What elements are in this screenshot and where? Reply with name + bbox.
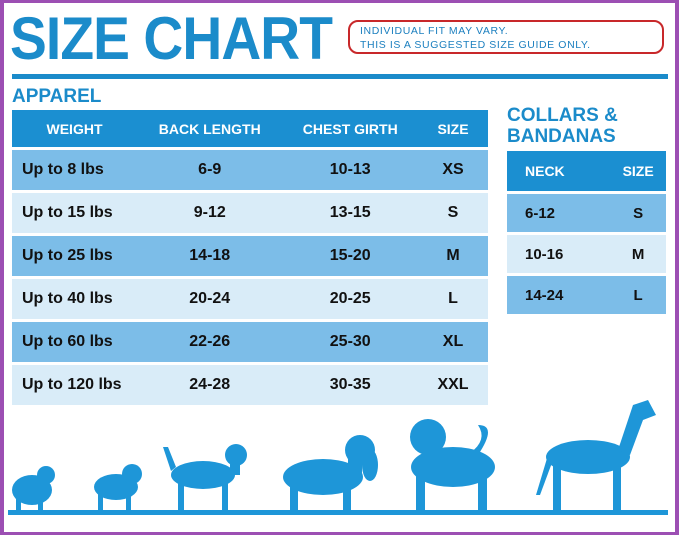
dog-silhouettes <box>8 400 668 515</box>
chest-girth-cell: 13-15 <box>282 193 418 233</box>
chest-girth-cell: 20-25 <box>282 279 418 319</box>
table-row: 6-12 S <box>507 194 666 232</box>
collars-heading: COLLARS & BANDANAS <box>507 105 618 147</box>
col-header-neck: NECK <box>507 151 611 191</box>
fit-disclaimer: INDIVIDUAL FIT MAY VARY. THIS IS A SUGGE… <box>348 20 664 54</box>
chest-girth-cell: 25-30 <box>282 322 418 362</box>
pug-icon <box>94 464 142 510</box>
ground-line <box>8 510 668 515</box>
chest-girth-cell: 30-35 <box>282 365 418 405</box>
weight-cell: Up to 40 lbs <box>12 279 137 319</box>
cocker-spaniel-icon <box>283 435 378 510</box>
back-length-cell: 9-12 <box>137 193 283 233</box>
col-header-size: SIZE <box>418 110 488 147</box>
col-header-size: SIZE <box>610 151 666 191</box>
weight-cell: Up to 120 lbs <box>12 365 137 405</box>
weight-cell: Up to 25 lbs <box>12 236 137 276</box>
table-row: Up to 120 lbs 24-28 30-35 XXL <box>12 365 488 405</box>
table-row: 14-24 L <box>507 276 666 314</box>
size-cell: XS <box>418 150 488 190</box>
chest-girth-cell: 15-20 <box>282 236 418 276</box>
chow-dog-icon <box>410 419 495 510</box>
collars-heading-line: BANDANAS <box>507 126 616 147</box>
table-row: Up to 60 lbs 22-26 25-30 XL <box>12 322 488 362</box>
table-row: Up to 15 lbs 9-12 13-15 S <box>12 193 488 233</box>
table-row: Up to 25 lbs 14-18 15-20 M <box>12 236 488 276</box>
table-row: Up to 8 lbs 6-9 10-13 XS <box>12 150 488 190</box>
size-cell: S <box>418 193 488 233</box>
weight-cell: Up to 15 lbs <box>12 193 137 233</box>
neck-cell: 6-12 <box>507 194 611 232</box>
chest-girth-cell: 10-13 <box>282 150 418 190</box>
table-row: Up to 40 lbs 20-24 20-25 L <box>12 279 488 319</box>
back-length-cell: 20-24 <box>137 279 283 319</box>
col-header-chest-girth: CHEST GIRTH <box>282 110 418 147</box>
col-header-back-length: BACK LENGTH <box>137 110 283 147</box>
pomeranian-icon <box>12 466 55 510</box>
page-title: SIZE CHART <box>10 5 333 72</box>
apparel-heading: APPAREL <box>12 86 102 107</box>
size-cell: XXL <box>418 365 488 405</box>
back-length-cell: 24-28 <box>137 365 283 405</box>
neck-cell: 14-24 <box>507 276 611 314</box>
size-cell: L <box>418 279 488 319</box>
beagle-icon <box>163 444 247 510</box>
great-dane-icon <box>536 400 656 510</box>
weight-cell: Up to 60 lbs <box>12 322 137 362</box>
collars-table: NECK SIZE 6-12 S 10-16 M 14-24 L <box>507 148 666 317</box>
weight-cell: Up to 8 lbs <box>12 150 137 190</box>
neck-cell: 10-16 <box>507 235 611 273</box>
size-cell: XL <box>418 322 488 362</box>
col-header-weight: WEIGHT <box>12 110 137 147</box>
size-cell: M <box>610 235 666 273</box>
back-length-cell: 6-9 <box>137 150 283 190</box>
back-length-cell: 22-26 <box>137 322 283 362</box>
size-cell: L <box>610 276 666 314</box>
disclaimer-line: THIS IS A SUGGESTED SIZE GUIDE ONLY. <box>360 39 591 51</box>
back-length-cell: 14-18 <box>137 236 283 276</box>
disclaimer-line: INDIVIDUAL FIT MAY VARY. <box>360 25 509 37</box>
table-row: 10-16 M <box>507 235 666 273</box>
apparel-table: WEIGHT BACK LENGTH CHEST GIRTH SIZE Up t… <box>12 107 488 408</box>
title-underline <box>12 74 668 79</box>
size-cell: M <box>418 236 488 276</box>
size-cell: S <box>610 194 666 232</box>
collars-heading-line: COLLARS & <box>507 105 618 126</box>
